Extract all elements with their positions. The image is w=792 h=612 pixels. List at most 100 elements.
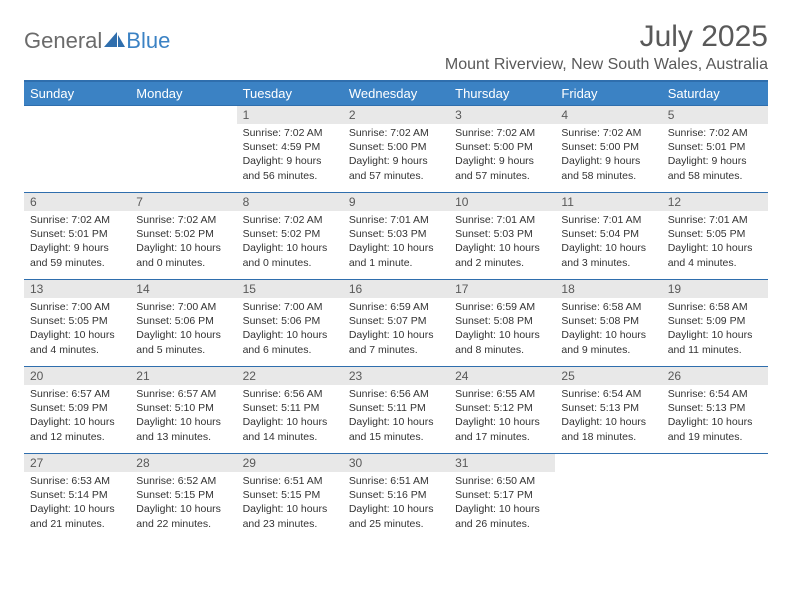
calendar-table: SundayMondayTuesdayWednesdayThursdayFrid… bbox=[24, 82, 768, 540]
day-details: Sunrise: 6:51 AMSunset: 5:16 PMDaylight:… bbox=[343, 472, 449, 535]
calendar-day-cell: 13Sunrise: 7:00 AMSunset: 5:05 PMDayligh… bbox=[24, 280, 130, 367]
calendar-day-cell: 1Sunrise: 7:02 AMSunset: 4:59 PMDaylight… bbox=[237, 106, 343, 193]
daylight-line1: Daylight: 10 hours bbox=[455, 502, 549, 516]
day-details: Sunrise: 7:01 AMSunset: 5:05 PMDaylight:… bbox=[662, 211, 768, 274]
daylight-line2: and 14 minutes. bbox=[243, 430, 337, 444]
sunrise-text: Sunrise: 7:02 AM bbox=[455, 126, 549, 140]
daylight-line1: Daylight: 10 hours bbox=[349, 415, 443, 429]
day-details: Sunrise: 7:01 AMSunset: 5:04 PMDaylight:… bbox=[555, 211, 661, 274]
weekday-header: Tuesday bbox=[237, 82, 343, 106]
day-number: 11 bbox=[555, 193, 661, 211]
calendar-day-cell: 28Sunrise: 6:52 AMSunset: 5:15 PMDayligh… bbox=[130, 454, 236, 541]
calendar-day-cell: 11Sunrise: 7:01 AMSunset: 5:04 PMDayligh… bbox=[555, 193, 661, 280]
calendar-day-cell: 10Sunrise: 7:01 AMSunset: 5:03 PMDayligh… bbox=[449, 193, 555, 280]
day-details: Sunrise: 6:54 AMSunset: 5:13 PMDaylight:… bbox=[662, 385, 768, 448]
calendar-day-cell: 9Sunrise: 7:01 AMSunset: 5:03 PMDaylight… bbox=[343, 193, 449, 280]
daylight-line2: and 57 minutes. bbox=[349, 169, 443, 183]
sunrise-text: Sunrise: 6:52 AM bbox=[136, 474, 230, 488]
calendar-day-cell: 19Sunrise: 6:58 AMSunset: 5:09 PMDayligh… bbox=[662, 280, 768, 367]
calendar-day-cell: 7Sunrise: 7:02 AMSunset: 5:02 PMDaylight… bbox=[130, 193, 236, 280]
calendar-week-row: 13Sunrise: 7:00 AMSunset: 5:05 PMDayligh… bbox=[24, 280, 768, 367]
day-number: 22 bbox=[237, 367, 343, 385]
daylight-line2: and 18 minutes. bbox=[561, 430, 655, 444]
daylight-line2: and 21 minutes. bbox=[30, 517, 124, 531]
sunset-text: Sunset: 5:11 PM bbox=[349, 401, 443, 415]
daylight-line2: and 25 minutes. bbox=[349, 517, 443, 531]
sunrise-text: Sunrise: 7:00 AM bbox=[136, 300, 230, 314]
calendar-day-cell: 4Sunrise: 7:02 AMSunset: 5:00 PMDaylight… bbox=[555, 106, 661, 193]
sunrise-text: Sunrise: 7:01 AM bbox=[455, 213, 549, 227]
sunset-text: Sunset: 5:08 PM bbox=[561, 314, 655, 328]
sunset-text: Sunset: 5:03 PM bbox=[349, 227, 443, 241]
day-details: Sunrise: 6:58 AMSunset: 5:08 PMDaylight:… bbox=[555, 298, 661, 361]
day-details: Sunrise: 7:02 AMSunset: 5:01 PMDaylight:… bbox=[24, 211, 130, 274]
sunset-text: Sunset: 5:16 PM bbox=[349, 488, 443, 502]
daylight-line1: Daylight: 10 hours bbox=[349, 502, 443, 516]
daylight-line2: and 0 minutes. bbox=[243, 256, 337, 270]
day-details: Sunrise: 6:56 AMSunset: 5:11 PMDaylight:… bbox=[237, 385, 343, 448]
calendar-day-cell: 6Sunrise: 7:02 AMSunset: 5:01 PMDaylight… bbox=[24, 193, 130, 280]
sunrise-text: Sunrise: 7:00 AM bbox=[243, 300, 337, 314]
calendar-day-cell: 20Sunrise: 6:57 AMSunset: 5:09 PMDayligh… bbox=[24, 367, 130, 454]
sunset-text: Sunset: 5:03 PM bbox=[455, 227, 549, 241]
sunset-text: Sunset: 5:13 PM bbox=[668, 401, 762, 415]
daylight-line1: Daylight: 10 hours bbox=[30, 502, 124, 516]
sunset-text: Sunset: 5:02 PM bbox=[243, 227, 337, 241]
daylight-line2: and 19 minutes. bbox=[668, 430, 762, 444]
calendar-day-cell: 15Sunrise: 7:00 AMSunset: 5:06 PMDayligh… bbox=[237, 280, 343, 367]
sunset-text: Sunset: 5:00 PM bbox=[561, 140, 655, 154]
day-number: 12 bbox=[662, 193, 768, 211]
day-details: Sunrise: 6:59 AMSunset: 5:07 PMDaylight:… bbox=[343, 298, 449, 361]
calendar-day-cell: 26Sunrise: 6:54 AMSunset: 5:13 PMDayligh… bbox=[662, 367, 768, 454]
calendar-day-cell: 31Sunrise: 6:50 AMSunset: 5:17 PMDayligh… bbox=[449, 454, 555, 541]
calendar-empty-cell bbox=[24, 106, 130, 193]
day-number: 17 bbox=[449, 280, 555, 298]
daylight-line1: Daylight: 10 hours bbox=[349, 328, 443, 342]
day-details: Sunrise: 6:50 AMSunset: 5:17 PMDaylight:… bbox=[449, 472, 555, 535]
day-details: Sunrise: 7:00 AMSunset: 5:06 PMDaylight:… bbox=[130, 298, 236, 361]
calendar-day-cell: 17Sunrise: 6:59 AMSunset: 5:08 PMDayligh… bbox=[449, 280, 555, 367]
day-details: Sunrise: 7:02 AMSunset: 5:02 PMDaylight:… bbox=[237, 211, 343, 274]
day-number: 3 bbox=[449, 106, 555, 124]
sunset-text: Sunset: 5:09 PM bbox=[668, 314, 762, 328]
daylight-line2: and 5 minutes. bbox=[136, 343, 230, 357]
sunrise-text: Sunrise: 6:57 AM bbox=[136, 387, 230, 401]
calendar-day-cell: 27Sunrise: 6:53 AMSunset: 5:14 PMDayligh… bbox=[24, 454, 130, 541]
day-number: 27 bbox=[24, 454, 130, 472]
day-details: Sunrise: 6:51 AMSunset: 5:15 PMDaylight:… bbox=[237, 472, 343, 535]
sunrise-text: Sunrise: 6:59 AM bbox=[455, 300, 549, 314]
daylight-line1: Daylight: 10 hours bbox=[668, 328, 762, 342]
daylight-line1: Daylight: 10 hours bbox=[455, 328, 549, 342]
calendar-day-cell: 21Sunrise: 6:57 AMSunset: 5:10 PMDayligh… bbox=[130, 367, 236, 454]
daylight-line1: Daylight: 10 hours bbox=[668, 415, 762, 429]
calendar-day-cell: 8Sunrise: 7:02 AMSunset: 5:02 PMDaylight… bbox=[237, 193, 343, 280]
daylight-line1: Daylight: 10 hours bbox=[243, 415, 337, 429]
daylight-line2: and 3 minutes. bbox=[561, 256, 655, 270]
calendar-day-cell: 24Sunrise: 6:55 AMSunset: 5:12 PMDayligh… bbox=[449, 367, 555, 454]
daylight-line1: Daylight: 9 hours bbox=[30, 241, 124, 255]
daylight-line1: Daylight: 10 hours bbox=[136, 241, 230, 255]
calendar-week-row: 1Sunrise: 7:02 AMSunset: 4:59 PMDaylight… bbox=[24, 106, 768, 193]
sunrise-text: Sunrise: 6:56 AM bbox=[243, 387, 337, 401]
calendar-empty-cell bbox=[130, 106, 236, 193]
sunrise-text: Sunrise: 6:57 AM bbox=[30, 387, 124, 401]
weekday-header: Friday bbox=[555, 82, 661, 106]
sunrise-text: Sunrise: 6:54 AM bbox=[561, 387, 655, 401]
sunset-text: Sunset: 5:15 PM bbox=[136, 488, 230, 502]
weekday-header: Monday bbox=[130, 82, 236, 106]
daylight-line2: and 2 minutes. bbox=[455, 256, 549, 270]
sunrise-text: Sunrise: 7:02 AM bbox=[30, 213, 124, 227]
day-number: 6 bbox=[24, 193, 130, 211]
day-number: 31 bbox=[449, 454, 555, 472]
daylight-line2: and 6 minutes. bbox=[243, 343, 337, 357]
day-number: 9 bbox=[343, 193, 449, 211]
day-number: 30 bbox=[343, 454, 449, 472]
day-details: Sunrise: 7:01 AMSunset: 5:03 PMDaylight:… bbox=[449, 211, 555, 274]
daylight-line1: Daylight: 10 hours bbox=[243, 328, 337, 342]
daylight-line2: and 1 minute. bbox=[349, 256, 443, 270]
daylight-line2: and 56 minutes. bbox=[243, 169, 337, 183]
sunset-text: Sunset: 5:00 PM bbox=[349, 140, 443, 154]
day-details: Sunrise: 6:53 AMSunset: 5:14 PMDaylight:… bbox=[24, 472, 130, 535]
sunset-text: Sunset: 5:06 PM bbox=[136, 314, 230, 328]
calendar-week-row: 27Sunrise: 6:53 AMSunset: 5:14 PMDayligh… bbox=[24, 454, 768, 541]
